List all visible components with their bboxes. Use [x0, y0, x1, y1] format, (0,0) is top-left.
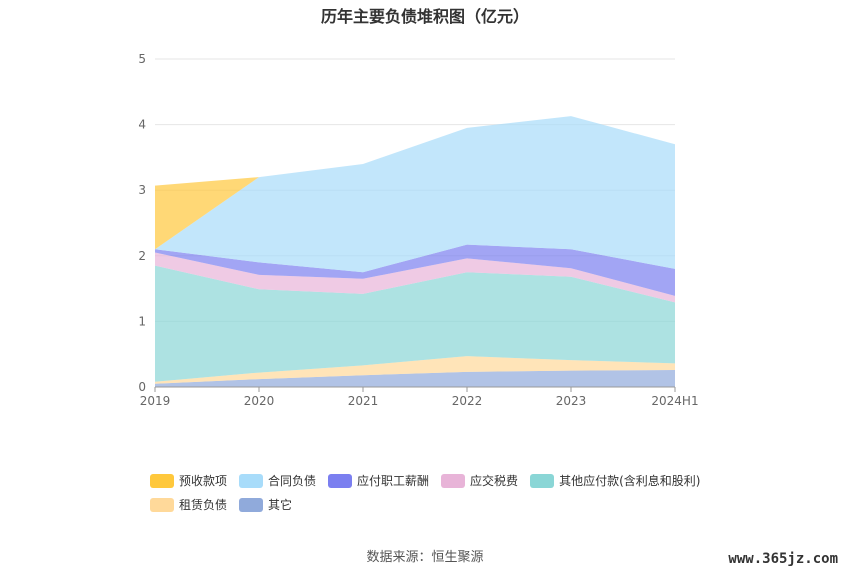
- legend-item[interactable]: 应付职工薪酬: [328, 472, 429, 489]
- x-tick-label: 2024H1: [651, 394, 698, 408]
- legend-label: 应付职工薪酬: [357, 474, 430, 488]
- area-series-租赁负债: [155, 356, 675, 384]
- y-tick-label: 5: [138, 52, 146, 66]
- legend-swatch: [239, 497, 264, 512]
- legend-item[interactable]: 其它: [239, 496, 292, 513]
- legend-row: 租赁负债 其它: [150, 496, 750, 513]
- data-source: 数据来源：恒生聚源: [366, 550, 484, 565]
- y-tick-label: 2: [138, 249, 146, 263]
- legend-swatch: [150, 497, 174, 512]
- legend-swatch: [441, 473, 466, 488]
- x-tick-label: 2022: [452, 394, 483, 408]
- legend-item[interactable]: 其他应付款(含利息和股利): [530, 472, 700, 489]
- y-tick-label: 4: [138, 118, 146, 132]
- area-series-其它: [155, 369, 675, 387]
- legend-item[interactable]: 租赁负债: [150, 496, 227, 513]
- y-tick-label: 0: [138, 380, 146, 394]
- legend-swatch: [328, 473, 353, 488]
- legend-item[interactable]: 应交税费: [441, 472, 518, 489]
- area-series: [155, 116, 675, 387]
- chart-title: 历年主要负债堆积图（亿元）: [320, 7, 529, 26]
- legend-item[interactable]: 预收款项: [150, 472, 227, 489]
- x-tick-label: 2020: [244, 394, 275, 408]
- x-tick-label: 2021: [348, 394, 379, 408]
- chart-legend: 预收款项 合同负债 应付职工薪酬 应交税费 其他应付款(含利息和股利) 租赁负债 其它: [150, 472, 750, 520]
- legend-label: 租赁负债: [179, 498, 228, 512]
- legend-label: 预收款项: [179, 474, 228, 488]
- area-series-其他应付款(含利息和股利): [155, 265, 675, 382]
- legend-label: 其它: [268, 498, 293, 512]
- legend-swatch: [530, 473, 555, 488]
- area-series-应付职工薪酬: [155, 244, 675, 296]
- watermark: www.365jz.com: [728, 551, 838, 567]
- legend-swatch: [150, 473, 174, 488]
- legend-label: 应交税费: [470, 474, 519, 488]
- y-tick-label: 3: [138, 183, 146, 197]
- legend-row: 预收款项 合同负债 应付职工薪酬 应交税费 其他应付款(含利息和股利): [150, 472, 750, 489]
- axes: 0 1 2 3 4 5 2019 2020 2021 2022 2023 2024H1: [138, 52, 698, 408]
- x-tick-label: 2019: [140, 394, 171, 408]
- legend-label: 合同负债: [268, 474, 317, 488]
- x-tick-label: 2023: [556, 394, 587, 408]
- legend-swatch: [239, 473, 264, 488]
- y-tick-label: 1: [138, 314, 146, 328]
- area-series-合同负债: [155, 116, 675, 273]
- legend-item[interactable]: 合同负债: [239, 472, 316, 489]
- area-series-应交税费: [155, 252, 675, 303]
- legend-label: 其他应付款(含利息和股利): [559, 474, 701, 488]
